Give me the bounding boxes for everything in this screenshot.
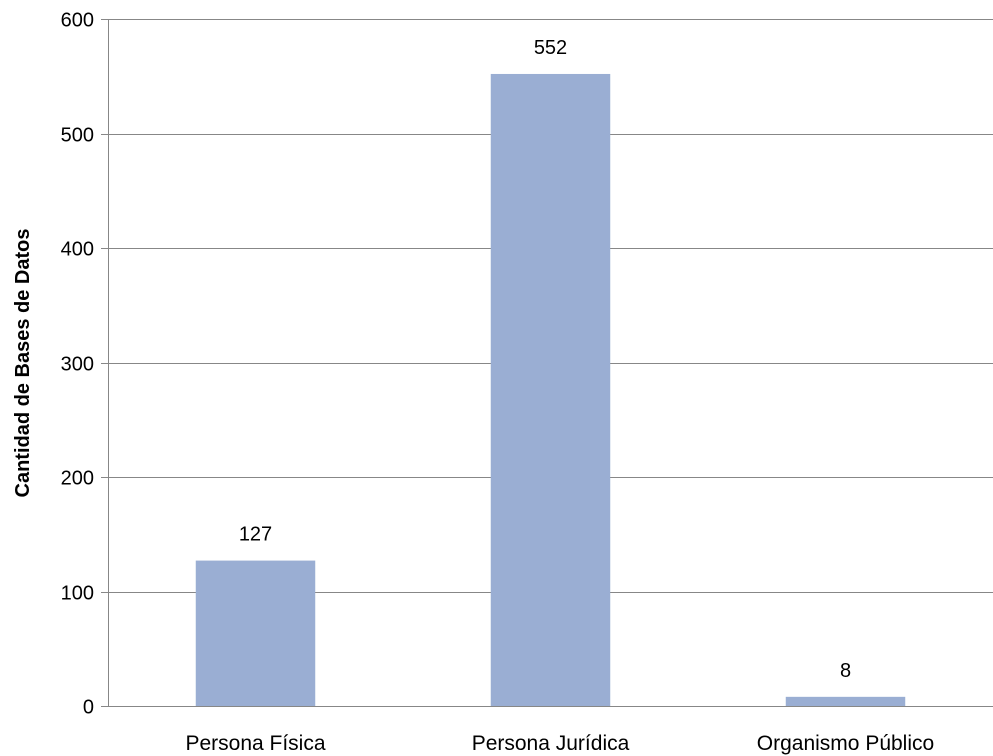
- data-label: 552: [534, 37, 567, 59]
- labels: 0 100 200 300 400 500 600 127 Persona Física 552 P…: [61, 10, 935, 756]
- y-tick-label: 500: [61, 125, 94, 147]
- y-tick-label: 0: [83, 697, 94, 719]
- x-category-label: Organismo Público: [757, 732, 934, 755]
- y-axis-title: Cantidad de Bases de Datos: [12, 229, 34, 498]
- y-tick-label: 100: [61, 583, 94, 605]
- x-category-label: Persona Física: [185, 732, 325, 755]
- bar: [490, 73, 611, 706]
- y-tick-label: 300: [61, 354, 94, 376]
- y-tick-label: 400: [61, 239, 94, 261]
- data-label: 127: [239, 524, 272, 546]
- y-tick-label: 600: [61, 10, 94, 32]
- axes: [101, 19, 993, 707]
- y-tick-label: 200: [61, 468, 94, 490]
- x-category-label: Persona Jurídica: [472, 732, 630, 755]
- data-label: 8: [840, 660, 851, 682]
- bar: [785, 696, 906, 706]
- bars: [195, 73, 906, 706]
- bar: [195, 560, 316, 706]
